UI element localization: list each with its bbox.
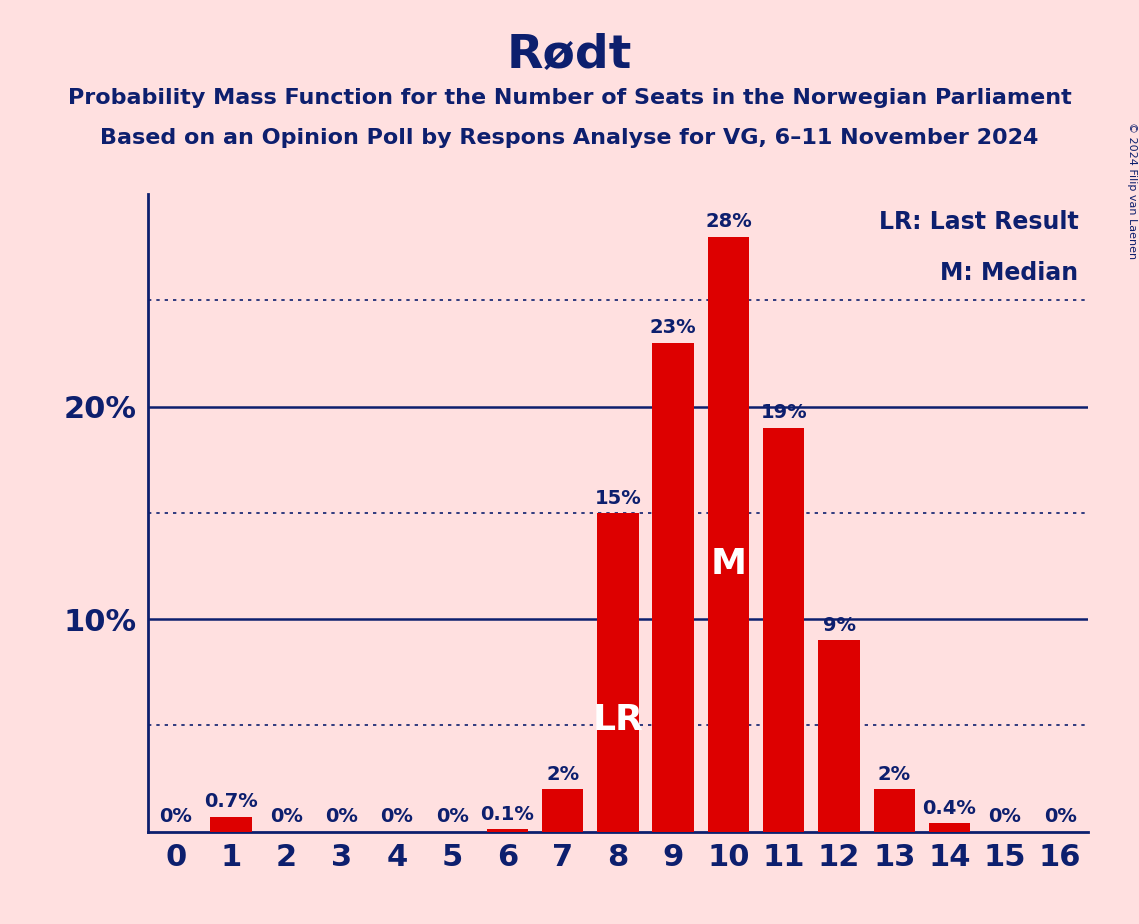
Text: LR: Last Result: LR: Last Result [878,210,1079,234]
Text: Based on an Opinion Poll by Respons Analyse for VG, 6–11 November 2024: Based on an Opinion Poll by Respons Anal… [100,128,1039,148]
Text: 28%: 28% [705,213,752,231]
Text: 15%: 15% [595,489,641,507]
Text: 0%: 0% [435,808,468,826]
Bar [486,830,528,832]
Text: 0.1%: 0.1% [481,805,534,824]
Text: Rødt: Rødt [507,32,632,78]
Text: LR: LR [592,703,644,737]
Bar [763,428,804,832]
Text: 2%: 2% [878,765,911,784]
Text: 9%: 9% [822,616,855,635]
Text: 0%: 0% [989,808,1022,826]
Bar [542,789,583,832]
Text: 19%: 19% [761,404,808,422]
Text: 0.4%: 0.4% [923,798,976,818]
Text: 0%: 0% [1043,808,1076,826]
Text: 2%: 2% [546,765,580,784]
Text: 0%: 0% [159,808,192,826]
Bar [211,817,252,832]
Text: 0.7%: 0.7% [204,793,257,811]
Bar [818,640,860,832]
Bar [597,513,639,832]
Text: M: M [711,547,746,581]
Text: 0%: 0% [325,808,358,826]
Text: M: Median: M: Median [940,261,1079,285]
Text: Probability Mass Function for the Number of Seats in the Norwegian Parliament: Probability Mass Function for the Number… [67,88,1072,108]
Text: 23%: 23% [650,319,696,337]
Text: 0%: 0% [380,808,413,826]
Bar [653,343,694,832]
Text: 0%: 0% [270,808,303,826]
Bar [707,237,749,832]
Text: © 2024 Filip van Laenen: © 2024 Filip van Laenen [1126,122,1137,259]
Bar [928,823,970,832]
Bar [874,789,915,832]
